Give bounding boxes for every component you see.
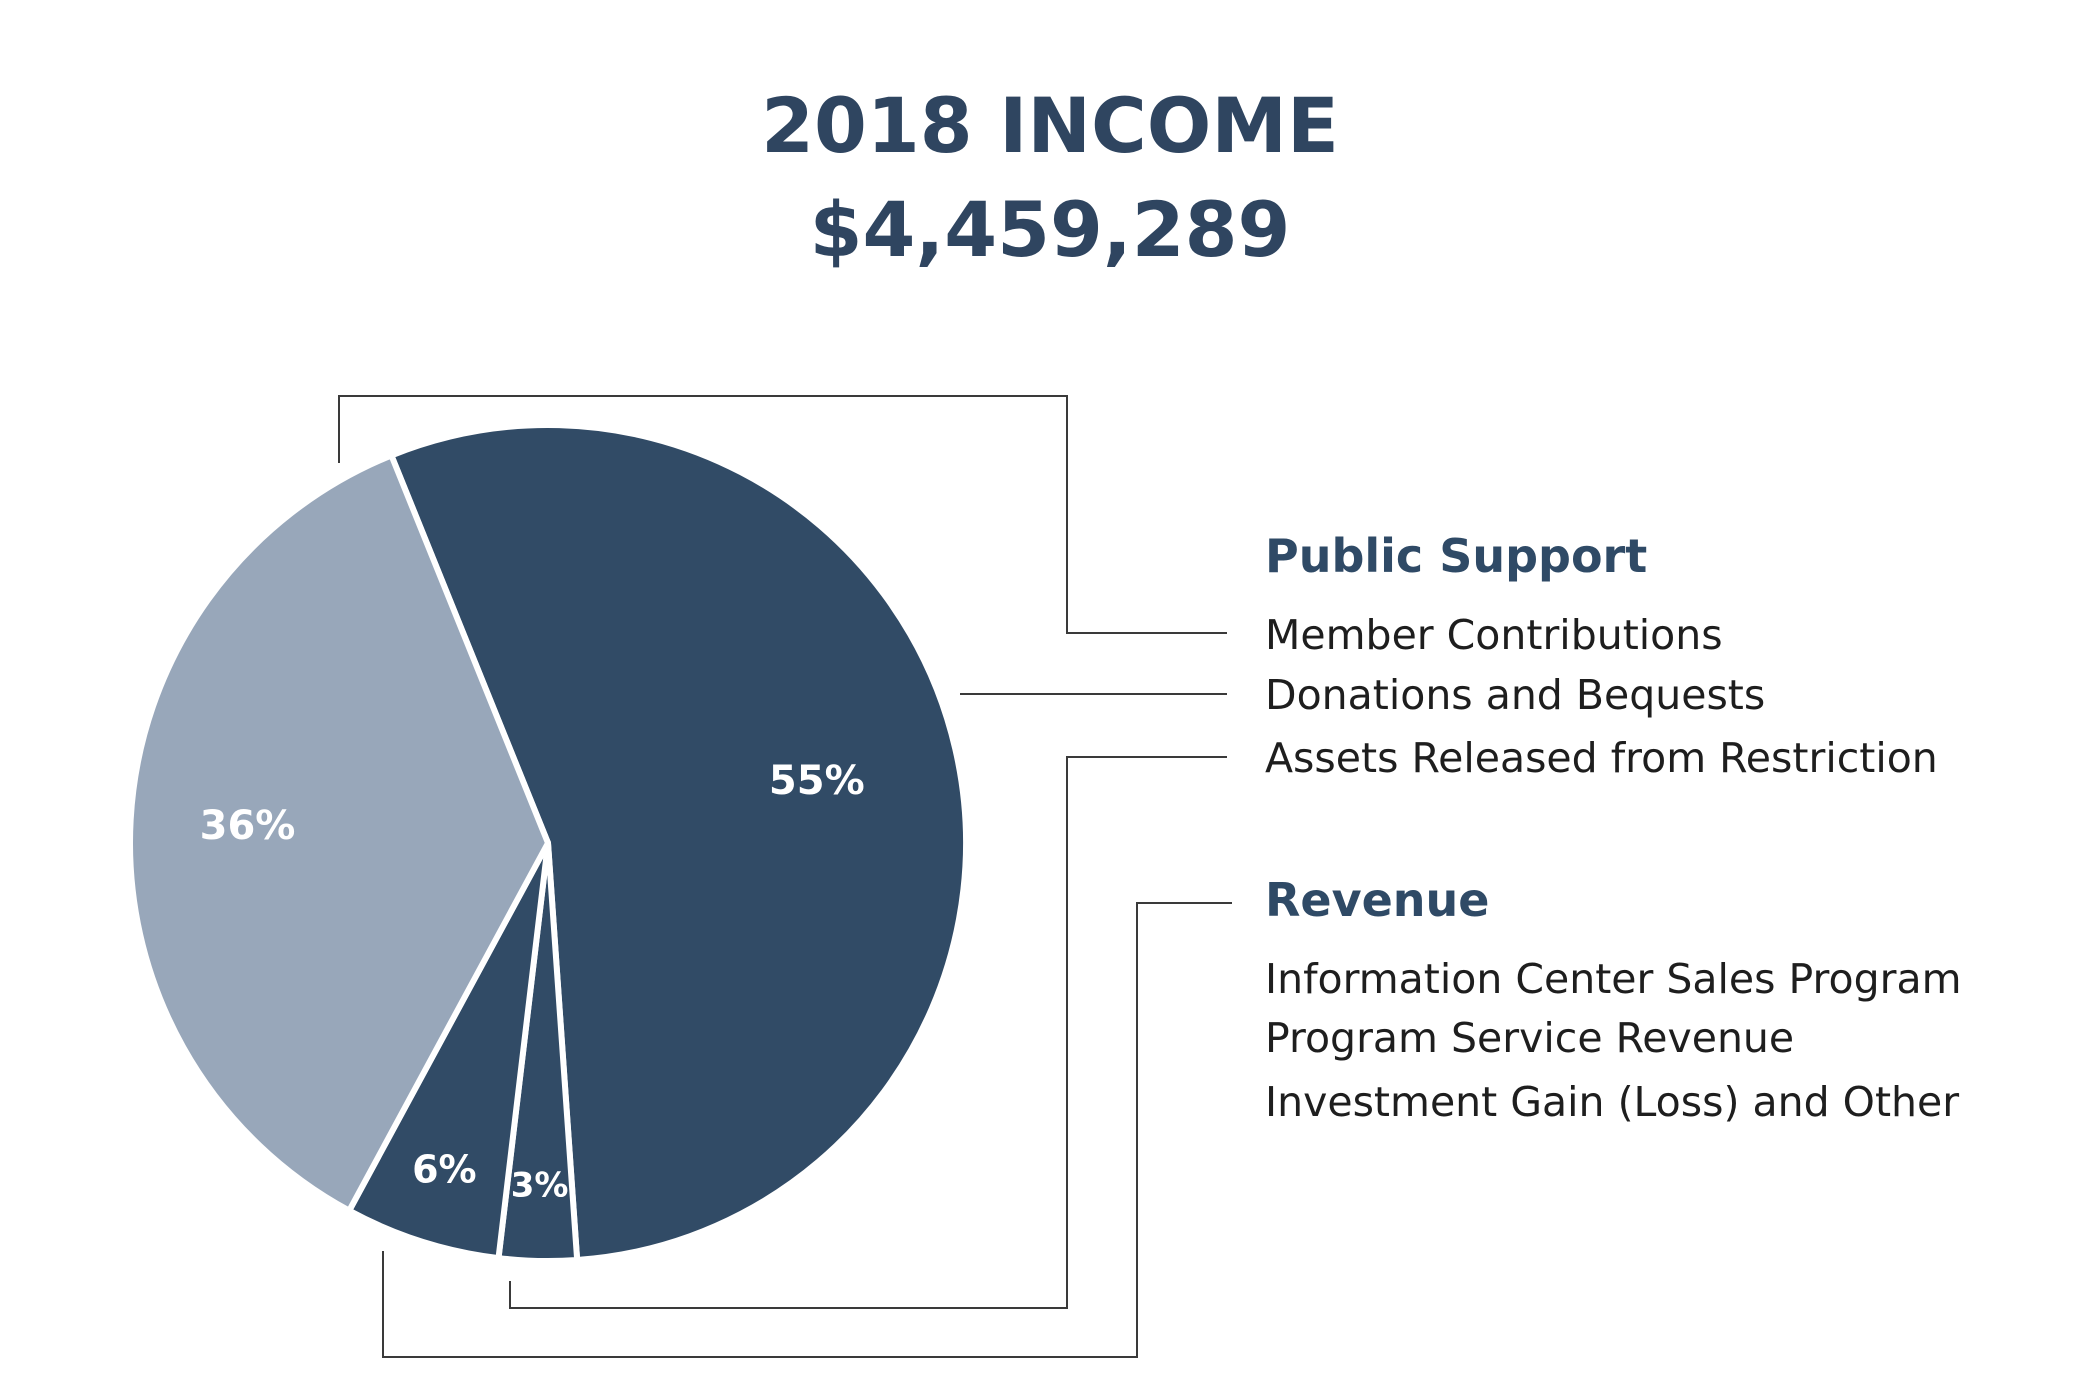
legend: Public Support Member Contributions Dona…	[1265, 529, 1962, 1126]
legend-connectors	[338, 395, 1232, 1358]
legend-heading-revenue: Revenue	[1265, 873, 1490, 927]
pie-slice-labels: 55% 3% 6% 36%	[200, 758, 865, 1206]
connector-member-contributions	[338, 395, 1227, 634]
slice-label-55: 55%	[769, 758, 865, 804]
slice-label-6: 6%	[412, 1148, 477, 1192]
connector-revenue	[382, 902, 1232, 1358]
connector-assets-released	[509, 756, 1227, 1309]
slice-revenue-information-center	[127, 452, 551, 1214]
pie-slices	[127, 422, 970, 1264]
legend-item-member-contributions: Member Contributions	[1265, 611, 1723, 659]
legend-item-information-center-sales: Information Center Sales Program	[1265, 955, 1962, 1003]
legend-item-donations-bequests: Donations and Bequests	[1265, 671, 1765, 719]
slice-revenue-program	[346, 840, 551, 1262]
legend-item-assets-released: Assets Released from Restriction	[1265, 734, 1938, 782]
legend-item-program-service-revenue: Program Service Revenue	[1265, 1014, 1794, 1062]
chart-subtitle: $4,459,289	[810, 185, 1291, 274]
legend-heading-public-support: Public Support	[1265, 529, 1647, 583]
slice-label-3: 3%	[511, 1166, 569, 1206]
slice-public-support	[388, 422, 970, 1263]
chart-title: 2018 INCOME	[761, 81, 1339, 170]
slice-label-36: 36%	[200, 803, 296, 849]
legend-item-investment-gain: Investment Gain (Loss) and Other	[1265, 1078, 1959, 1126]
